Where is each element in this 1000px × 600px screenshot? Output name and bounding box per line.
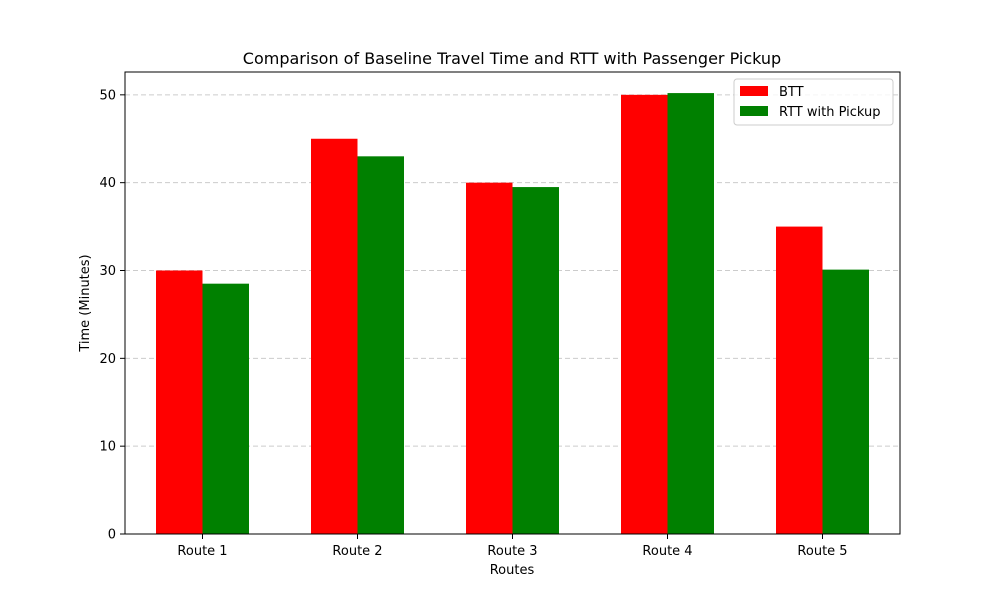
bar-btt-route-1	[156, 270, 203, 534]
chart-title: Comparison of Baseline Travel Time and R…	[243, 49, 781, 68]
y-tick-label: 0	[108, 528, 116, 543]
legend-label-btt: BTT	[779, 85, 804, 100]
legend-label-rtt-with-pickup: RTT with Pickup	[779, 105, 881, 120]
bar-rtt-with-pickup-route-1	[202, 283, 249, 534]
y-tick-label: 20	[99, 352, 116, 367]
bar-btt-route-2	[311, 138, 358, 534]
bar-rtt-with-pickup-route-2	[357, 156, 404, 534]
bar-rtt-with-pickup-route-5	[822, 269, 869, 534]
x-axis-ticks: Route 1 Route 2 Route 3 Route 4 Route 5	[177, 534, 848, 559]
bars	[156, 93, 869, 535]
x-axis-label: Routes	[490, 563, 535, 578]
x-tick-label: Route 2	[332, 544, 382, 559]
y-axis-label: Time (Minutes)	[78, 254, 93, 352]
x-tick-label: Route 3	[487, 544, 537, 559]
bar-btt-route-4	[621, 94, 668, 535]
legend-swatch-rtt-with-pickup	[740, 106, 768, 116]
bar-btt-route-3	[466, 182, 513, 535]
bar-rtt-with-pickup-route-4	[667, 93, 714, 535]
y-tick-label: 50	[99, 88, 116, 103]
legend: BTT RTT with Pickup	[733, 78, 894, 126]
x-tick-label: Route 1	[177, 544, 227, 559]
bar-rtt-with-pickup-route-3	[512, 187, 559, 534]
bar-btt-route-5	[776, 226, 823, 534]
y-tick-label: 40	[99, 176, 116, 191]
x-tick-label: Route 5	[797, 544, 847, 559]
x-tick-label: Route 4	[642, 544, 692, 559]
y-tick-label: 10	[99, 440, 116, 455]
legend-swatch-btt	[740, 86, 768, 96]
legend-frame	[733, 78, 894, 126]
y-axis-ticks: 0 10 20 30 40 50	[99, 88, 125, 543]
y-tick-label: 30	[99, 264, 116, 279]
